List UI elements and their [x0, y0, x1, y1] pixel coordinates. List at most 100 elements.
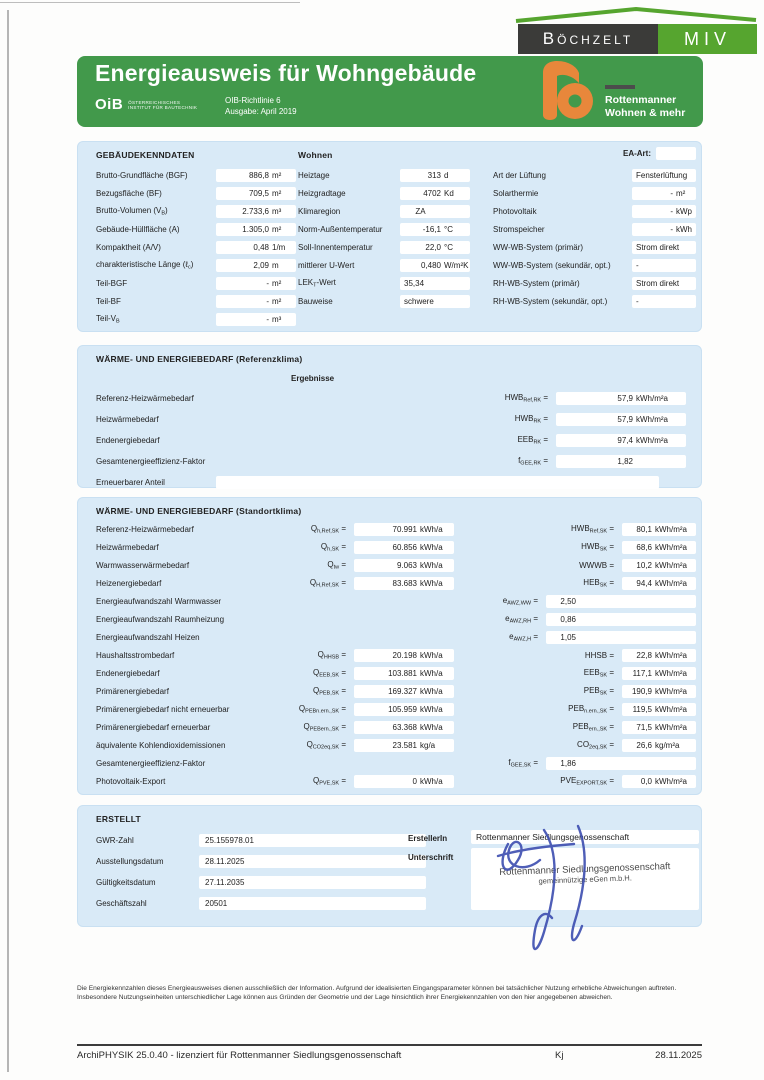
table-row: Warmwasserwärmebedarf Qtw = 9.063 kWh/a …: [96, 556, 696, 574]
table-row: Heizwärmebedarf Qh,SK = 60.856 kWh/a HWB…: [96, 538, 696, 556]
footer-initials: Kj: [555, 1050, 564, 1061]
field-unit: kWh/m²a: [655, 524, 687, 534]
field-unit: kWh/m²a: [655, 542, 687, 552]
field-label: Heizgradtage: [298, 188, 346, 198]
field-value: 0,480: [420, 260, 441, 270]
field-value-box: -: [632, 258, 696, 272]
field-label: Endenergiebedarf: [96, 436, 160, 445]
table-row: Gesamtenergieeffizienz-Faktor fGEE,RK = …: [96, 451, 686, 472]
field-unit: kWh/a: [420, 722, 443, 732]
field-label: LEKT-Wert: [298, 277, 336, 289]
field-value: schwere: [404, 296, 434, 306]
table-row: Bauweise schwere: [298, 292, 470, 310]
field-value-box: - m²: [632, 186, 696, 200]
miv-wordmark: MIV: [658, 24, 757, 54]
field-value-box-specific: 119,5 kWh/m²a: [622, 702, 696, 716]
field-symbol-specific: eAWZ,RH =: [505, 613, 538, 625]
field-label: Energieaufwandszahl Heizen: [96, 632, 200, 642]
field-value: -16,1: [422, 224, 441, 234]
building-data-column: Brutto-Grundfläche (BGF) 886,8 m² Bezugs…: [96, 166, 296, 328]
field-unit: kWh/m²a: [636, 415, 668, 424]
systems-column: Art der Lüftung Fensterlüftung Solarther…: [493, 166, 696, 310]
field-label: Gesamtenergieeffizienz-Faktor: [96, 457, 206, 466]
table-row: Primärenergiebedarf nicht erneuerbar QPE…: [96, 700, 696, 718]
field-value: -: [266, 296, 269, 306]
field-value-box-specific: 190,9 kWh/m²a: [622, 684, 696, 698]
field-value-box-site: 63.368 kWh/a: [354, 720, 454, 734]
ausgabe-line: Ausgabe: April 2019: [225, 106, 297, 116]
field-symbol: HWBRK =: [514, 414, 548, 425]
field-symbol-site: QPEB,SK =: [312, 685, 346, 697]
field-label: Energieaufwandszahl Raumheizung: [96, 614, 225, 624]
field-value: 20.198: [392, 650, 417, 660]
field-label: charakteristische Länge (ℓc): [96, 259, 194, 271]
field-label: Stromspeicher: [493, 224, 545, 234]
field-unit: m: [272, 260, 279, 270]
field-unit: kg/m²a: [655, 740, 680, 750]
field-unit: kWp: [676, 206, 692, 216]
field-label: mittlerer U-Wert: [298, 260, 355, 270]
field-value: 4702: [423, 188, 441, 198]
field-label: Erneuerbarer Anteil: [96, 477, 165, 487]
field-label: Primärenergiebedarf nicht erneuerbar: [96, 704, 230, 714]
field-value: 117,1: [632, 668, 652, 678]
field-unit: d: [444, 170, 449, 180]
field-value: 709,5: [248, 188, 269, 198]
roof-icon: [515, 6, 757, 23]
field-value: 1,05: [560, 632, 576, 642]
field-value: 1,82: [617, 457, 633, 466]
field-value: 169.327: [388, 686, 417, 696]
field-label: Haushaltsstrombedarf: [96, 650, 175, 660]
footer-divider: [77, 1044, 702, 1046]
table-row: Photovoltaik-Export QPVE,SK = 0 kWh/a PV…: [96, 772, 696, 790]
field-value: 60.856: [392, 542, 417, 552]
field-value: 103.881: [388, 668, 417, 678]
field-unit: kWh/a: [420, 650, 443, 660]
field-symbol-site: QHHSB =: [317, 649, 346, 661]
field-value-box: 27.11.2035: [199, 876, 426, 889]
field-label: Primärenergiebedarf erneuerbar: [96, 722, 211, 732]
field-label: Heizwärmebedarf: [96, 542, 159, 552]
document-header-band: Energieausweis für Wohngebäude OiB ÖSTER…: [77, 56, 703, 127]
field-unit: °C: [444, 242, 453, 252]
table-row: Norm-Außentemperatur -16,1 °C: [298, 220, 470, 238]
field-value: 68,6: [636, 542, 652, 552]
field-value-box: 313 d: [400, 168, 470, 182]
field-value: -: [670, 206, 673, 216]
field-value-box-site: 9.063 kWh/a: [354, 558, 454, 572]
footer-date: 28.11.2025: [655, 1050, 702, 1061]
footer-software: ArchiPHYSIK 25.0.40 - lizenziert für Rot…: [77, 1050, 402, 1061]
field-label: Kompaktheit (A/V): [96, 242, 161, 252]
field-unit: kWh/a: [420, 560, 443, 570]
field-value: Strom direkt: [636, 278, 680, 288]
wohnen-column: Heiztage 313 d Heizgradtage 4702 Kd Kl: [298, 166, 470, 310]
panel2-title: WÄRME- UND ENERGIEBEDARF (Referenzklima): [96, 354, 303, 364]
field-unit: m²: [272, 224, 282, 234]
table-row: Kompaktheit (A/V) 0,48 1/m: [96, 238, 296, 256]
field-value: 1,86: [560, 758, 576, 768]
field-value-box: - m²: [216, 294, 296, 308]
field-value: 0: [412, 776, 417, 786]
field-label: WW-WB-System (sekundär, opt.): [493, 260, 611, 270]
field-symbol-specific: HHSB =: [584, 650, 614, 660]
field-value: 190,9: [631, 686, 652, 696]
field-value: 83.683: [392, 578, 417, 588]
field-value-box: 886,8 m²: [216, 168, 296, 182]
field-label: Brutto-Grundfläche (BGF): [96, 170, 188, 180]
field-value: 97,4: [617, 436, 633, 445]
field-value-box-site: 83.683 kWh/a: [354, 576, 454, 590]
field-label: Art der Lüftung: [493, 170, 546, 180]
table-row: Primärenergiebedarf erneuerbar QPEBern.,…: [96, 718, 696, 736]
field-value: -: [670, 224, 673, 234]
panel-erstellt: ERSTELLT GWR-Zahl 25.155978.01 Ausstellu…: [77, 805, 702, 927]
table-row: Ausstellungsdatum 28.11.2025: [96, 851, 456, 872]
field-symbol-site: Qtw =: [327, 559, 346, 571]
erstellt-left-rows: GWR-Zahl 25.155978.01 Ausstellungsdatum …: [96, 830, 456, 914]
panel-gebaeudekenndaten: GEBÄUDEKENNDATEN Wohnen EA-Art: Brutto-G…: [77, 141, 702, 332]
field-value: 63.368: [392, 722, 417, 732]
field-symbol-specific: fGEE,SK =: [508, 757, 538, 769]
ergebnisse-header: Ergebnisse: [291, 374, 335, 383]
ersteller-value-box: Rottenmanner Siedlungsgenossenschaft: [471, 830, 699, 844]
field-value-box-site: 23.581 kg/a: [354, 738, 454, 752]
